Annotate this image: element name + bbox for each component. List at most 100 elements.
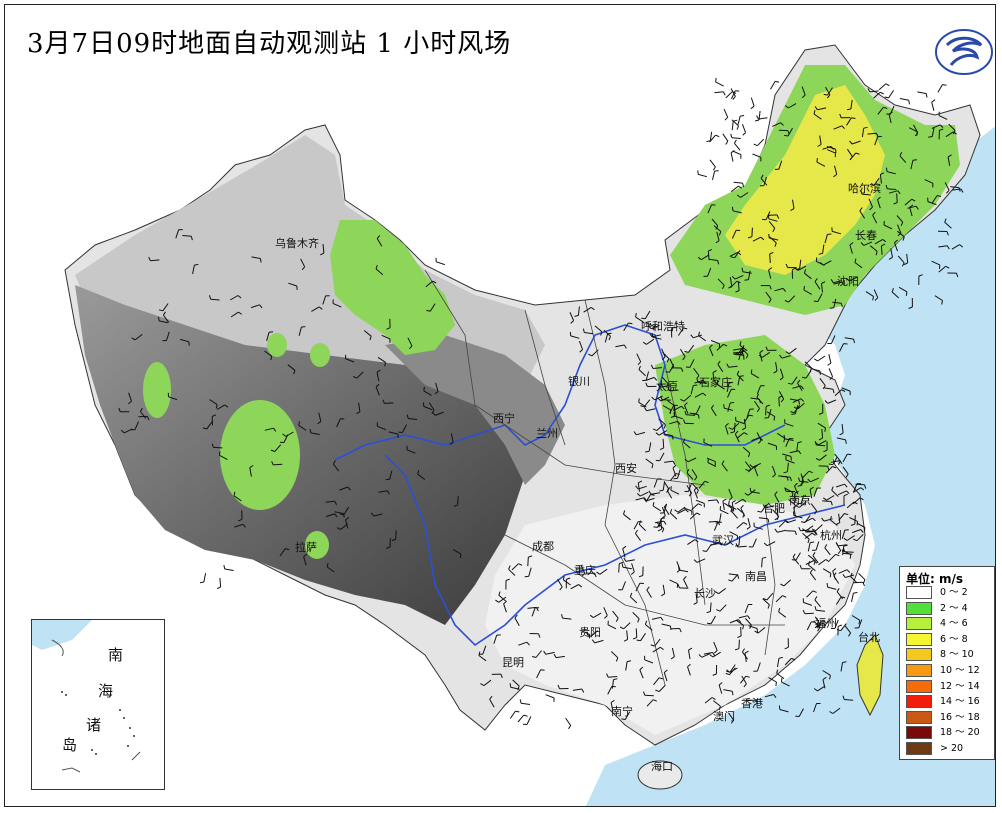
wind-barb-tick: [745, 468, 750, 472]
wind-barb-tick: [845, 439, 847, 444]
wind-barb-tick: [822, 385, 826, 390]
wind-barb: [758, 517, 769, 520]
wind-barb: [744, 604, 749, 614]
wind-barb: [817, 355, 826, 362]
wind-barb: [618, 563, 620, 573]
wind-barb: [771, 465, 776, 475]
wind-barb-tick: [914, 132, 919, 137]
wind-barb-tick: [386, 327, 391, 330]
wind-barb: [763, 176, 767, 186]
wind-barb-tick: [800, 398, 805, 402]
wind-barb: [760, 504, 767, 513]
wind-barb-tick: [693, 384, 698, 386]
wind-barb: [709, 347, 714, 357]
wind-barb-tick: [863, 126, 868, 129]
wind-barb: [734, 250, 741, 258]
wind-barb: [765, 211, 771, 220]
wind-barb-tick: [772, 228, 776, 233]
wind-barb: [806, 590, 814, 598]
wind-barb: [623, 322, 629, 331]
wind-barb-tick: [941, 300, 943, 305]
wind-barb: [607, 624, 617, 630]
wind-barb-tick: [741, 427, 746, 431]
wind-barb-tick: [352, 376, 358, 379]
wind-barb: [732, 210, 742, 214]
wind-barb-tick: [915, 205, 919, 210]
legend-row: 16 ～ 18: [906, 710, 994, 724]
wind-barb: [747, 518, 751, 528]
wind-barb-tick: [841, 596, 846, 599]
wind-barb-tick: [120, 429, 125, 434]
wind-barb: [334, 511, 344, 514]
legend-swatch: [906, 742, 932, 755]
wind-barb-tick: [648, 325, 652, 330]
wind-barb-tick: [718, 705, 721, 711]
wind-barb-tick: [903, 262, 908, 266]
wind-barb-tick: [391, 538, 396, 542]
wind-barb-tick: [660, 617, 664, 621]
wind-barb-tick: [784, 134, 789, 137]
wind-barb: [545, 694, 555, 699]
wind-barb: [731, 502, 735, 512]
wind-barb: [836, 437, 846, 441]
wind-barb-tick: [608, 336, 611, 341]
city-label-lhasa: 拉萨: [295, 541, 317, 554]
wind-barb-tick: [683, 576, 687, 580]
wind-barb: [842, 466, 849, 475]
wind-barb: [695, 499, 705, 504]
wind-barb: [489, 699, 495, 708]
wind-barb-tick: [846, 490, 850, 495]
wind-barb-tick: [238, 311, 243, 315]
wind-barb-tick: [774, 242, 777, 247]
wind-barb-tick: [742, 182, 745, 188]
wind-barb: [861, 128, 865, 138]
wind-barb-tick: [767, 604, 770, 609]
wind-barb: [810, 368, 821, 372]
wind-barb: [663, 672, 668, 682]
wind-barb: [584, 332, 594, 335]
wind-barb: [827, 87, 833, 96]
wind-barb-tick: [786, 476, 789, 481]
wind-barb-tick: [696, 489, 699, 495]
wind-barb: [828, 354, 832, 364]
wind-barb-tick: [519, 699, 522, 704]
wind-barb: [824, 234, 828, 244]
wind-barb-tick: [931, 99, 936, 103]
wind-barb: [799, 259, 802, 269]
wind-barb-tick: [678, 566, 680, 571]
wind-barb: [869, 245, 878, 252]
wind-barb-tick: [779, 354, 783, 359]
wind-barb-tick: [587, 634, 592, 637]
wind-barb: [873, 91, 881, 99]
wind-barb-tick: [600, 331, 603, 336]
legend-row: 2 ～ 4: [906, 601, 994, 615]
wind-barb-tick: [118, 407, 121, 412]
wind-barb-tick: [715, 240, 720, 244]
wind-barb: [669, 579, 678, 585]
wind-barb-tick: [813, 560, 816, 565]
wind-barb-tick: [318, 306, 323, 310]
wind-barb-tick: [653, 377, 658, 381]
wind-barb: [758, 111, 761, 121]
wind-barb-tick: [219, 451, 221, 456]
wind-barb: [625, 559, 635, 562]
city-label-taiyuan: 太原: [656, 380, 678, 393]
wind-barb-tick: [738, 185, 743, 189]
wind-barb-tick: [884, 96, 889, 99]
wind-barb-tick: [849, 140, 853, 145]
wind-barb-tick: [828, 463, 833, 466]
wind-barb-tick: [831, 486, 834, 491]
wind-barb: [669, 420, 678, 425]
wind-barb: [833, 280, 843, 284]
wind-barb-tick: [792, 267, 797, 271]
wind-barb: [853, 483, 858, 493]
wind-barb: [779, 709, 789, 713]
legend-label: 18 ～ 20: [940, 727, 980, 739]
wind-barb-tick: [682, 356, 686, 361]
wind-barb: [832, 230, 842, 235]
wind-barb: [733, 181, 743, 184]
taiwan-island: [856, 634, 884, 717]
wind-barb-tick: [881, 243, 886, 247]
wind-barb: [615, 344, 625, 348]
wind-barb: [832, 456, 838, 465]
